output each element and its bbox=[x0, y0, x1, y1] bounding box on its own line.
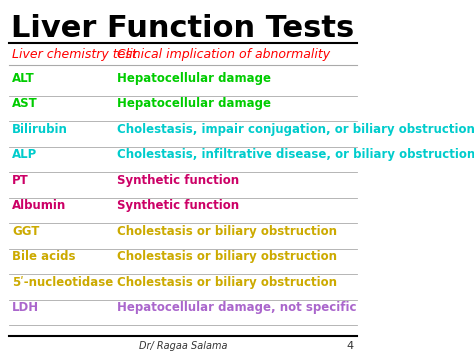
Text: Clinical implication of abnormality: Clinical implication of abnormality bbox=[118, 48, 330, 61]
Text: Cholestasis or biliary obstruction: Cholestasis or biliary obstruction bbox=[118, 276, 337, 289]
Text: 5ʹ-nucleotidase: 5ʹ-nucleotidase bbox=[12, 276, 113, 289]
Text: ALT: ALT bbox=[12, 72, 35, 85]
Text: Cholestasis, infiltrative disease, or biliary obstruction: Cholestasis, infiltrative disease, or bi… bbox=[118, 148, 474, 161]
Text: AST: AST bbox=[12, 97, 38, 110]
Text: Bilirubin: Bilirubin bbox=[12, 123, 68, 136]
Text: Synthetic function: Synthetic function bbox=[118, 174, 239, 187]
Text: Liver chemistry test: Liver chemistry test bbox=[12, 48, 137, 61]
Text: LDH: LDH bbox=[12, 301, 39, 314]
Text: GGT: GGT bbox=[12, 225, 40, 238]
Text: Cholestasis or biliary obstruction: Cholestasis or biliary obstruction bbox=[118, 225, 337, 238]
Text: 4: 4 bbox=[346, 341, 353, 351]
Text: Synthetic function: Synthetic function bbox=[118, 199, 239, 212]
Text: PT: PT bbox=[12, 174, 29, 187]
Text: Liver Function Tests: Liver Function Tests bbox=[11, 14, 355, 43]
Text: Cholestasis or biliary obstruction: Cholestasis or biliary obstruction bbox=[118, 250, 337, 263]
Text: Hepatocellular damage: Hepatocellular damage bbox=[118, 97, 272, 110]
Text: Dr/ Ragaa Salama: Dr/ Ragaa Salama bbox=[138, 341, 227, 351]
Text: ALP: ALP bbox=[12, 148, 37, 161]
Text: Bile acids: Bile acids bbox=[12, 250, 76, 263]
Text: Cholestasis, impair conjugation, or biliary obstruction: Cholestasis, impair conjugation, or bili… bbox=[118, 123, 474, 136]
Text: Hepatocellular damage, not specific: Hepatocellular damage, not specific bbox=[118, 301, 357, 314]
Text: Albumin: Albumin bbox=[12, 199, 66, 212]
Text: Hepatocellular damage: Hepatocellular damage bbox=[118, 72, 272, 85]
